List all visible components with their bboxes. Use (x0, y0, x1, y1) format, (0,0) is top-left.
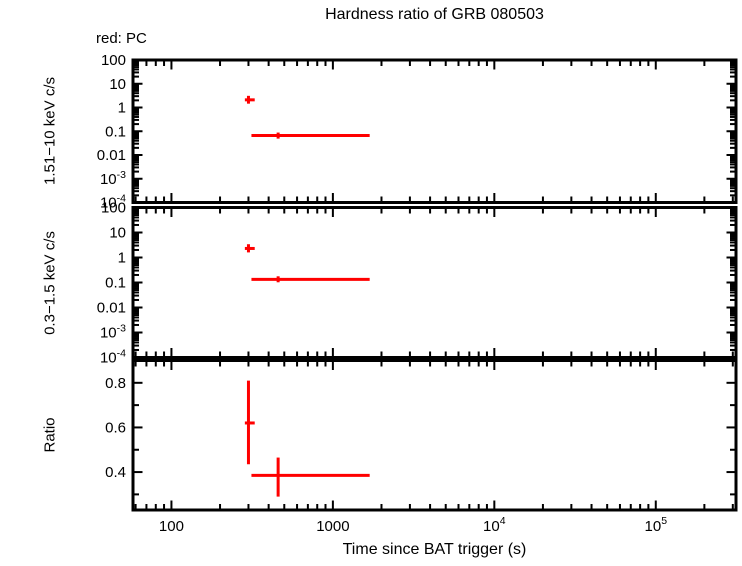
series-pc-hardness-ratio (244, 380, 370, 497)
y-axis-label-ratio: Ratio (41, 417, 59, 453)
panel-soft-band-rate: 100 10 1 0.1 0.01 10-3 10-4 (97, 200, 738, 367)
y-axis-label-soft-band: 0.3−1.5 keV c/s (41, 231, 59, 335)
y-tick-label: 1 (118, 250, 126, 267)
y-tick-label: 10-4 (100, 193, 126, 212)
y-tick-label: 10-3 (100, 323, 126, 342)
panel-hard-band-rate: 100 10 1 0.1 0.01 10-3 10-4 (97, 52, 738, 212)
y-tick-label: 10-3 (100, 169, 126, 188)
y-tick-label: 1 (118, 100, 126, 117)
y-axis-label-hard-band: 1.51−10 keV c/s (41, 77, 59, 185)
y-tick-label: 0.6 (105, 419, 126, 436)
y-tick-label: 10-4 (100, 348, 126, 367)
y-tick-label: 0.8 (105, 375, 126, 392)
panel-frame (131, 359, 738, 512)
legend-mode-label: red: PC (96, 30, 147, 47)
x-tick-label: 104 (483, 515, 506, 535)
x-axis-label: Time since BAT trigger (s) (342, 541, 527, 558)
panel-frame (131, 58, 738, 204)
y-tick-label: 10 (109, 76, 126, 93)
panel-frame (131, 206, 738, 359)
panel-hardness-ratio: 0.8 0.6 0.4 (105, 359, 738, 512)
y-tick-label: 0.4 (105, 464, 126, 481)
x-tick-label: 1000 (316, 518, 349, 535)
series-pc-hard-band-rate (244, 95, 370, 139)
x-tick-labels: 100 1000 104 105 (159, 515, 667, 535)
x-tick-label: 105 (645, 515, 668, 535)
chart-title: Hardness ratio of GRB 080503 (325, 6, 544, 23)
y-tick-label: 10 (109, 225, 126, 242)
y-tick-label: 0.01 (97, 300, 126, 317)
y-tick-label: 100 (101, 200, 126, 217)
y-tick-label: 100 (101, 52, 126, 69)
y-tick-label: 0.1 (105, 123, 126, 140)
y-tick-label: 0.1 (105, 275, 126, 292)
series-pc-soft-band-rate (244, 244, 370, 283)
x-tick-label: 100 (159, 518, 184, 535)
y-tick-label: 0.01 (97, 147, 126, 164)
